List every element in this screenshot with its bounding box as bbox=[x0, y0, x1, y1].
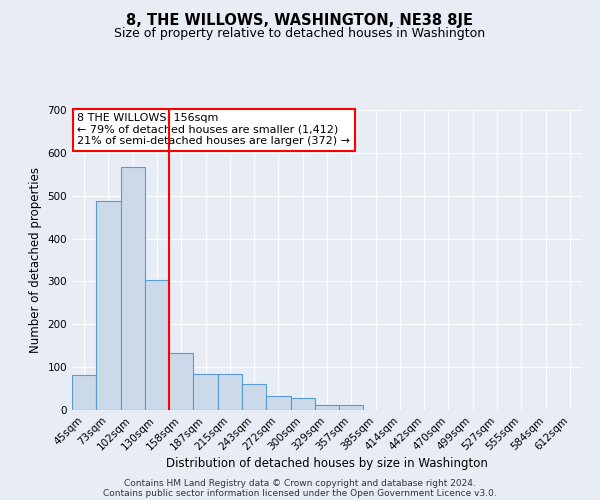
Bar bbox=[290, 398, 315, 410]
Text: 8 THE WILLOWS: 156sqm
← 79% of detached houses are smaller (1,412)
21% of semi-d: 8 THE WILLOWS: 156sqm ← 79% of detached … bbox=[77, 113, 350, 146]
Bar bbox=[242, 384, 266, 410]
Bar bbox=[266, 396, 290, 410]
Text: 8, THE WILLOWS, WASHINGTON, NE38 8JE: 8, THE WILLOWS, WASHINGTON, NE38 8JE bbox=[127, 12, 473, 28]
Bar bbox=[96, 201, 121, 410]
Bar bbox=[193, 374, 218, 410]
Bar bbox=[218, 374, 242, 410]
Y-axis label: Number of detached properties: Number of detached properties bbox=[29, 167, 42, 353]
Bar bbox=[145, 280, 169, 410]
Text: Contains HM Land Registry data © Crown copyright and database right 2024.: Contains HM Land Registry data © Crown c… bbox=[124, 478, 476, 488]
Bar bbox=[315, 406, 339, 410]
Text: Contains public sector information licensed under the Open Government Licence v3: Contains public sector information licen… bbox=[103, 488, 497, 498]
Bar bbox=[72, 375, 96, 410]
Bar bbox=[169, 353, 193, 410]
Bar bbox=[339, 406, 364, 410]
X-axis label: Distribution of detached houses by size in Washington: Distribution of detached houses by size … bbox=[166, 458, 488, 470]
Text: Size of property relative to detached houses in Washington: Size of property relative to detached ho… bbox=[115, 28, 485, 40]
Bar bbox=[121, 166, 145, 410]
